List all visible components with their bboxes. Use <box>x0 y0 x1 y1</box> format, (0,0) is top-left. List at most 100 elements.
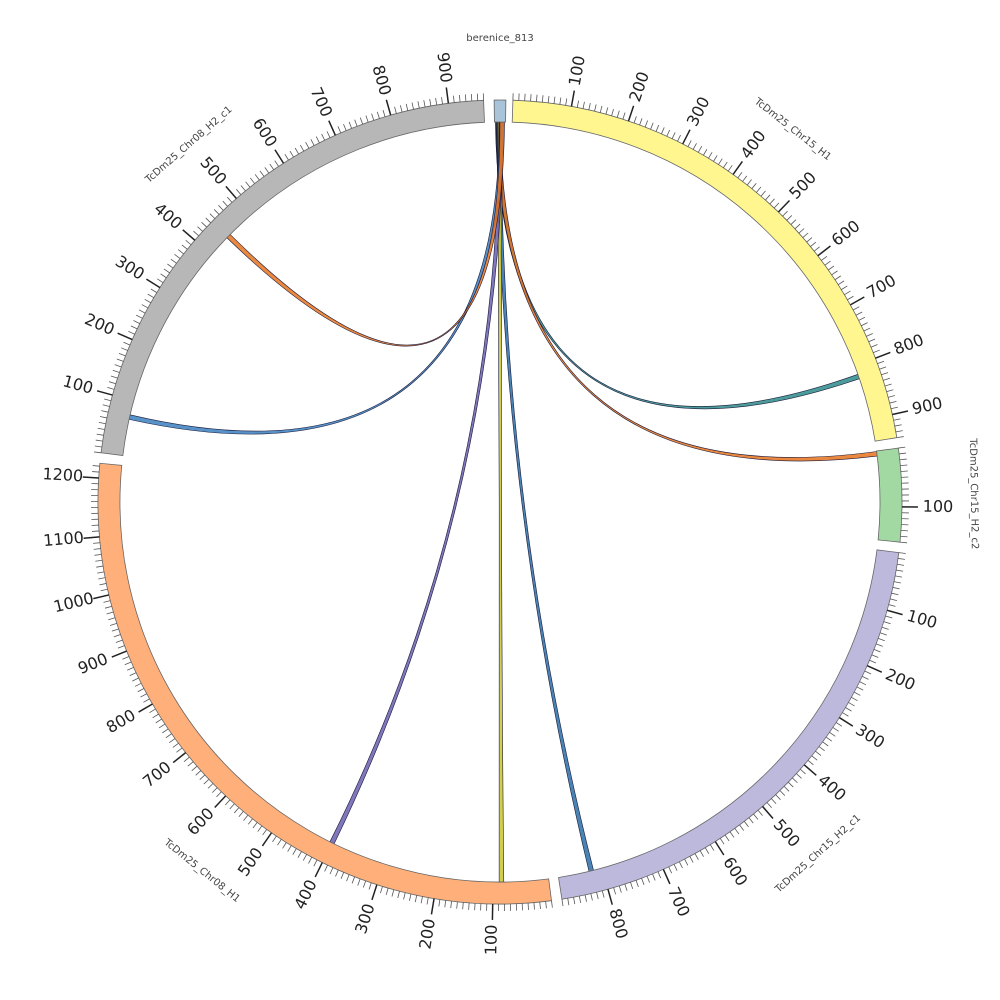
minor-tick <box>807 760 814 766</box>
tick-label: 1000 <box>52 588 96 616</box>
minor-tick <box>94 445 102 448</box>
links-layer <box>128 121 878 883</box>
minor-tick <box>429 99 432 107</box>
minor-tick <box>109 622 117 626</box>
tick-label: 100 <box>61 371 96 397</box>
minor-tick <box>727 165 733 172</box>
minor-tick <box>152 713 159 719</box>
tick-label: 100 <box>565 54 589 87</box>
minor-tick <box>354 119 358 127</box>
minor-tick <box>165 733 172 739</box>
minor-tick <box>96 433 104 436</box>
minor-tick <box>551 900 553 908</box>
minor-tick <box>167 263 174 269</box>
minor-tick <box>635 880 639 888</box>
tick-label: 900 <box>75 649 110 678</box>
minor-tick <box>104 398 112 402</box>
minor-tick <box>197 226 203 232</box>
major-tick <box>182 229 196 241</box>
minor-tick <box>93 548 101 550</box>
minor-tick <box>98 421 106 425</box>
minor-tick <box>815 750 822 756</box>
tick-label: 500 <box>234 844 267 880</box>
minor-tick <box>435 98 438 106</box>
tick-label: 200 <box>415 917 439 950</box>
minor-tick <box>616 110 620 118</box>
minor-tick <box>897 558 906 560</box>
minor-tick <box>187 761 194 767</box>
minor-tick <box>652 873 656 881</box>
minor-tick <box>666 129 671 137</box>
minor-tick <box>900 535 908 538</box>
tick-label: 300 <box>112 251 148 283</box>
minor-tick <box>262 829 268 836</box>
minor-tick <box>536 94 538 102</box>
minor-tick <box>677 134 681 142</box>
tick-label: 100 <box>905 606 940 633</box>
minor-tick <box>641 878 645 885</box>
tick-label: 900 <box>910 393 944 418</box>
minor-tick <box>773 202 780 209</box>
major-tick <box>93 594 110 600</box>
minor-tick <box>703 149 708 156</box>
minor-tick <box>765 194 771 201</box>
minor-tick <box>308 857 313 864</box>
minor-tick <box>464 94 467 102</box>
minor-tick <box>222 200 228 207</box>
minor-tick <box>115 639 123 643</box>
segment-tcdm25-chr15-h1 <box>511 99 898 442</box>
minor-tick <box>743 821 749 828</box>
minor-tick <box>177 249 184 255</box>
minor-tick <box>108 617 116 621</box>
major-tick <box>96 390 113 396</box>
minor-tick <box>824 260 831 266</box>
minor-tick <box>847 295 854 301</box>
minor-tick <box>277 839 282 846</box>
minor-tick <box>116 358 124 362</box>
minor-tick <box>305 141 310 149</box>
major-tick <box>777 199 791 213</box>
minor-tick <box>599 105 603 113</box>
minor-tick <box>348 121 353 129</box>
minor-tick <box>875 643 883 647</box>
tick-label: 700 <box>307 84 337 120</box>
minor-tick <box>687 140 692 147</box>
minor-tick <box>209 213 216 219</box>
minor-tick <box>294 147 300 155</box>
minor-tick <box>417 101 420 109</box>
minor-tick <box>128 330 135 335</box>
minor-tick <box>199 774 206 781</box>
minor-tick <box>216 791 222 798</box>
minor-tick <box>411 102 414 110</box>
minor-tick <box>834 275 842 281</box>
minor-tick <box>397 891 400 899</box>
minor-tick <box>269 163 275 170</box>
minor-tick <box>878 637 885 642</box>
minor-tick <box>864 670 872 675</box>
minor-tick <box>101 410 109 413</box>
minor-tick <box>588 103 591 111</box>
minor-tick <box>879 366 887 370</box>
minor-tick <box>259 170 265 177</box>
minor-tick <box>102 404 110 407</box>
minor-tick <box>861 322 868 327</box>
minor-tick <box>130 325 138 330</box>
minor-tick <box>140 693 147 698</box>
minor-tick <box>176 747 183 753</box>
tick-label: 100 <box>923 497 954 516</box>
minor-tick <box>213 209 220 215</box>
minor-tick <box>247 818 253 825</box>
minor-tick <box>596 892 599 900</box>
minor-tick <box>99 416 107 419</box>
tick-label: 100 <box>481 924 501 955</box>
link-tcdm25-chr15-h2-c1 <box>496 121 594 872</box>
minor-tick <box>108 381 116 385</box>
segments-layer <box>97 99 903 905</box>
minor-tick <box>573 897 576 905</box>
minor-tick <box>622 112 626 120</box>
segment-tcdm25-chr08-h1 <box>97 462 552 905</box>
minor-tick <box>368 882 372 890</box>
major-tick <box>714 841 725 856</box>
minor-tick <box>697 146 703 153</box>
